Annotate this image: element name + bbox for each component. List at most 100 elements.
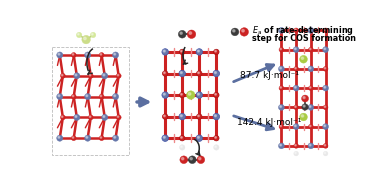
- Circle shape: [309, 106, 311, 107]
- Text: 142.4 kJ·mol⁻¹: 142.4 kJ·mol⁻¹: [237, 118, 302, 127]
- Circle shape: [294, 28, 299, 33]
- Circle shape: [162, 92, 168, 98]
- Circle shape: [279, 86, 284, 91]
- Circle shape: [310, 87, 311, 88]
- Circle shape: [301, 57, 304, 59]
- Circle shape: [295, 152, 296, 154]
- Circle shape: [75, 116, 77, 117]
- Circle shape: [324, 29, 326, 30]
- Circle shape: [279, 124, 284, 129]
- Circle shape: [198, 115, 199, 117]
- Circle shape: [323, 143, 328, 148]
- Circle shape: [294, 48, 296, 50]
- Circle shape: [294, 86, 296, 88]
- Circle shape: [196, 92, 202, 98]
- Circle shape: [163, 114, 168, 119]
- Circle shape: [280, 144, 282, 146]
- Bar: [52, 47, 129, 155]
- Circle shape: [280, 67, 282, 69]
- Circle shape: [114, 136, 116, 138]
- Circle shape: [103, 116, 105, 117]
- Circle shape: [323, 151, 328, 156]
- Circle shape: [303, 105, 305, 107]
- Circle shape: [89, 116, 91, 117]
- Circle shape: [88, 115, 93, 120]
- Circle shape: [214, 145, 219, 150]
- Circle shape: [280, 106, 282, 107]
- Circle shape: [215, 50, 216, 52]
- Circle shape: [88, 73, 93, 78]
- Circle shape: [72, 137, 74, 138]
- Circle shape: [280, 29, 282, 30]
- Circle shape: [99, 94, 104, 99]
- Circle shape: [180, 156, 188, 164]
- Circle shape: [280, 48, 282, 50]
- Circle shape: [233, 30, 235, 32]
- Circle shape: [179, 113, 185, 120]
- Circle shape: [100, 137, 102, 138]
- Circle shape: [231, 28, 239, 36]
- Circle shape: [279, 66, 284, 72]
- Circle shape: [114, 53, 116, 55]
- Circle shape: [309, 67, 311, 69]
- Circle shape: [57, 94, 63, 100]
- Circle shape: [163, 71, 168, 76]
- Circle shape: [215, 115, 216, 117]
- Circle shape: [61, 116, 63, 117]
- Circle shape: [117, 116, 119, 117]
- Circle shape: [186, 91, 195, 99]
- Circle shape: [279, 47, 284, 52]
- Circle shape: [180, 49, 185, 55]
- Circle shape: [240, 28, 249, 36]
- Circle shape: [82, 35, 90, 44]
- Circle shape: [163, 136, 165, 138]
- Circle shape: [308, 27, 314, 33]
- Circle shape: [89, 74, 91, 76]
- Circle shape: [180, 136, 185, 141]
- Circle shape: [295, 29, 296, 30]
- Circle shape: [117, 74, 119, 76]
- Circle shape: [179, 70, 185, 77]
- Circle shape: [102, 114, 108, 120]
- Circle shape: [214, 136, 219, 141]
- Circle shape: [90, 32, 96, 38]
- Circle shape: [280, 87, 282, 88]
- Circle shape: [162, 49, 168, 55]
- Circle shape: [280, 125, 282, 127]
- Circle shape: [74, 73, 80, 79]
- Circle shape: [293, 47, 299, 53]
- Circle shape: [197, 136, 199, 138]
- Circle shape: [181, 137, 182, 138]
- Circle shape: [294, 105, 299, 110]
- Circle shape: [324, 67, 326, 69]
- Circle shape: [60, 115, 65, 120]
- Circle shape: [301, 115, 304, 117]
- Circle shape: [113, 94, 119, 100]
- Circle shape: [197, 93, 199, 95]
- Circle shape: [309, 144, 311, 146]
- Circle shape: [215, 146, 216, 147]
- Circle shape: [295, 67, 296, 69]
- Circle shape: [187, 30, 196, 39]
- Circle shape: [113, 135, 119, 141]
- Circle shape: [180, 145, 185, 150]
- Circle shape: [295, 106, 296, 107]
- Circle shape: [302, 104, 309, 110]
- Circle shape: [84, 37, 86, 40]
- Circle shape: [323, 85, 329, 91]
- Circle shape: [309, 86, 313, 91]
- Circle shape: [323, 105, 328, 110]
- Circle shape: [86, 95, 88, 97]
- Circle shape: [303, 97, 305, 99]
- Circle shape: [60, 73, 65, 78]
- Circle shape: [86, 136, 88, 138]
- Circle shape: [215, 137, 216, 138]
- Circle shape: [242, 29, 244, 32]
- Circle shape: [198, 72, 199, 74]
- Circle shape: [308, 105, 314, 110]
- Circle shape: [293, 85, 299, 91]
- Circle shape: [85, 94, 91, 100]
- Circle shape: [163, 93, 165, 95]
- Circle shape: [103, 74, 105, 76]
- Circle shape: [188, 93, 191, 95]
